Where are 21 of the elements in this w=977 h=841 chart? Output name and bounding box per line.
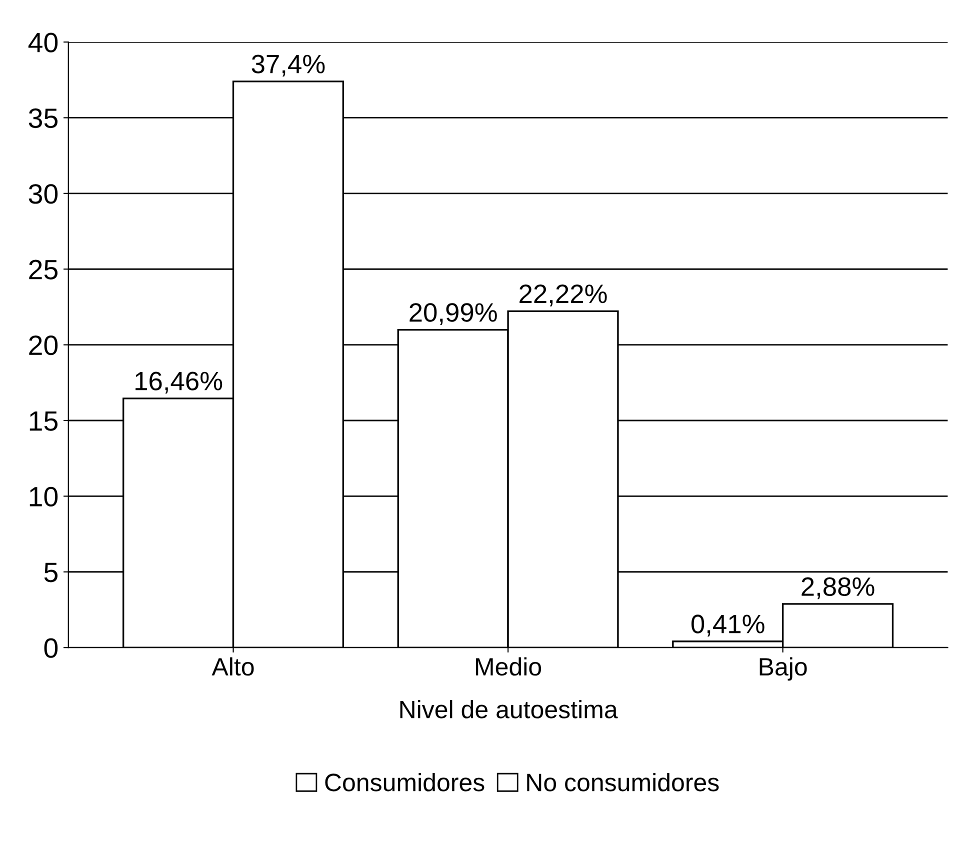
x-tick-label: Medio xyxy=(476,657,542,676)
y-tick-label: 15 xyxy=(30,411,58,431)
data-label: 16,46% xyxy=(136,372,222,394)
y-tick-label: 5 xyxy=(44,562,58,582)
x-axis-title: Nivel de autoestima xyxy=(400,700,618,718)
data-label: 22,22% xyxy=(520,284,607,306)
data-label: 2,88% xyxy=(802,577,874,600)
y-tick-label: 20 xyxy=(29,335,58,356)
x-tick-label: Bajo xyxy=(760,657,807,681)
data-label: 37,4% xyxy=(252,54,325,77)
y-tick-label: 25 xyxy=(29,260,58,280)
legend-label: No consumidores xyxy=(527,773,719,792)
y-tick-label: 10 xyxy=(30,486,58,507)
x-tick-label: Alto xyxy=(212,657,254,676)
y-tick-label: 35 xyxy=(28,108,58,128)
data-label: 20,99% xyxy=(410,303,497,325)
data-label: 0,41% xyxy=(691,614,764,636)
y-tick-label: 0 xyxy=(44,638,58,658)
y-tick-label: 40 xyxy=(28,32,58,52)
y-tick-label: 30 xyxy=(28,184,58,204)
legend-label: Consumidores xyxy=(325,773,484,792)
